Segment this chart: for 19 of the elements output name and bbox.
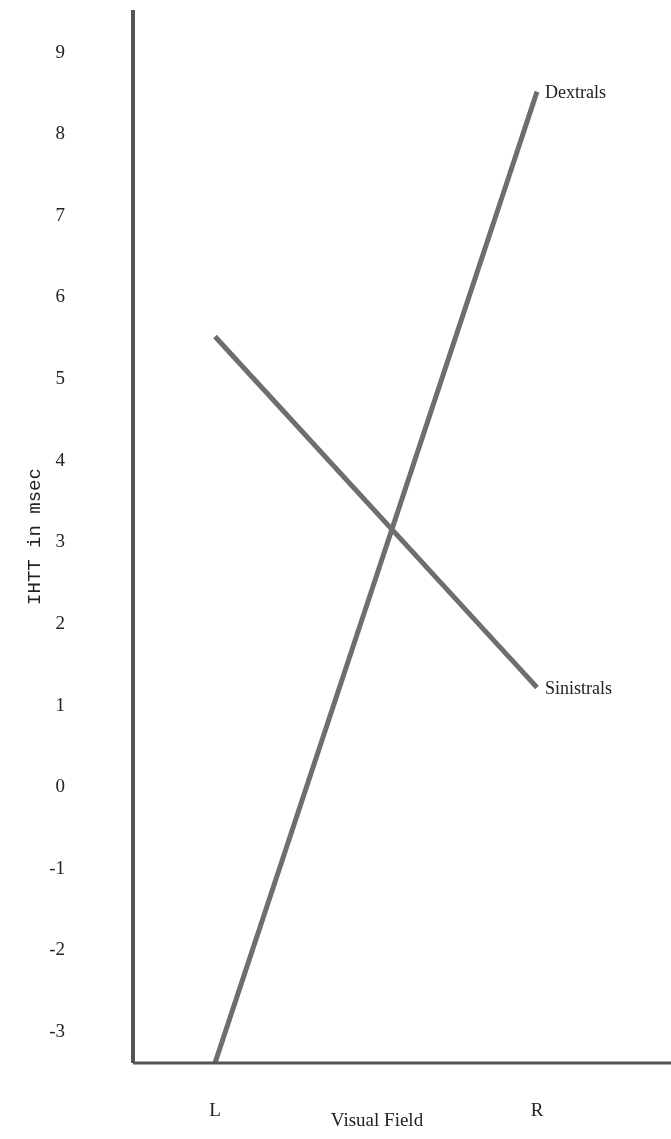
y-tick-label: 3 [55, 530, 65, 552]
y-tick-label: 1 [55, 693, 65, 715]
y-tick-label: -1 [49, 856, 65, 878]
series-label: Sinistrals [545, 677, 613, 698]
y-axis-title: IHTT in msec [23, 468, 46, 605]
y-tick-label: -2 [49, 938, 65, 960]
y-tick-label: 7 [55, 203, 65, 225]
y-tick-label: 8 [55, 122, 65, 144]
x-tick-label: R [530, 1099, 544, 1121]
y-tick-label: -3 [49, 1020, 65, 1042]
x-axis-title: Visual Field [330, 1109, 424, 1130]
y-tick-label: 9 [55, 40, 65, 62]
y-tick-label: 5 [55, 367, 65, 389]
x-tick-label: L [209, 1099, 221, 1121]
y-tick-label: 2 [55, 611, 65, 633]
y-tick-label: 6 [55, 285, 65, 307]
y-tick-label: 0 [55, 775, 65, 797]
series-label: Dextrals [545, 81, 606, 102]
y-tick-label: 4 [55, 448, 66, 470]
